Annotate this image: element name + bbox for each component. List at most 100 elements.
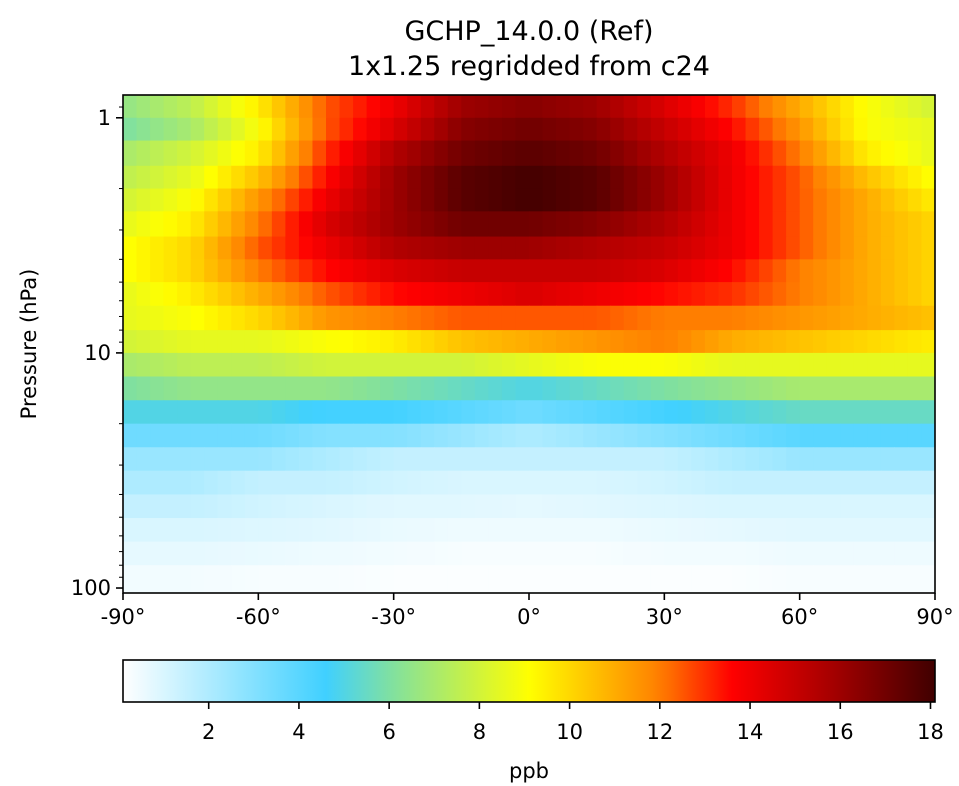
heatmap-cell bbox=[745, 400, 760, 425]
y-tick-label: 1 bbox=[98, 106, 111, 130]
heatmap-cell bbox=[894, 305, 909, 331]
heatmap-cell bbox=[880, 211, 895, 238]
heatmap-cell bbox=[271, 541, 286, 566]
heatmap-cell bbox=[515, 352, 530, 378]
heatmap-cell bbox=[650, 565, 665, 593]
heatmap-cell bbox=[136, 400, 151, 425]
heatmap-cell bbox=[732, 117, 747, 142]
heatmap-cell bbox=[285, 305, 300, 331]
heatmap-cell bbox=[542, 470, 557, 496]
heatmap-cell bbox=[677, 188, 692, 212]
heatmap-cell bbox=[583, 376, 598, 401]
colorbar-tick-label: 8 bbox=[473, 720, 486, 744]
heatmap-cell bbox=[407, 518, 422, 543]
heatmap-cell bbox=[312, 282, 327, 307]
heatmap-cell bbox=[867, 518, 882, 543]
heatmap-cell bbox=[826, 470, 841, 496]
heatmap-cell bbox=[907, 376, 923, 401]
heatmap-cell bbox=[204, 494, 219, 519]
heatmap-cell bbox=[650, 330, 665, 354]
heatmap-cell bbox=[123, 541, 138, 566]
heatmap-cell bbox=[339, 565, 354, 593]
heatmap-cell bbox=[393, 330, 408, 354]
heatmap-cell bbox=[813, 305, 828, 331]
heatmap-cell bbox=[258, 236, 273, 260]
heatmap-cell bbox=[380, 211, 395, 238]
heatmap-cell bbox=[258, 117, 273, 142]
heatmap-cell bbox=[231, 117, 246, 142]
heatmap-cell bbox=[150, 211, 165, 238]
heatmap-cell bbox=[813, 494, 828, 519]
heatmap-cell bbox=[840, 518, 855, 543]
heatmap-cell bbox=[529, 400, 544, 425]
heatmap-cell bbox=[501, 541, 517, 566]
heatmap-cell bbox=[312, 352, 327, 378]
heatmap-cell bbox=[474, 140, 489, 167]
heatmap-cell bbox=[271, 330, 286, 354]
heatmap-cell bbox=[718, 282, 733, 307]
heatmap-cell bbox=[596, 376, 611, 401]
heatmap-cell bbox=[772, 541, 787, 566]
heatmap-cell bbox=[312, 117, 327, 142]
heatmap-cell bbox=[732, 470, 747, 496]
heatmap-cell bbox=[732, 423, 747, 448]
heatmap-cell bbox=[366, 211, 381, 238]
heatmap-cell bbox=[786, 236, 801, 260]
heatmap-cell bbox=[150, 470, 165, 496]
heatmap-cell bbox=[163, 541, 178, 566]
heatmap-cell bbox=[271, 282, 286, 307]
heatmap-cell bbox=[664, 236, 679, 260]
heatmap-cell bbox=[163, 330, 178, 354]
heatmap-cell bbox=[150, 188, 165, 212]
heatmap-cell bbox=[488, 236, 503, 260]
heatmap-cell bbox=[150, 236, 165, 260]
heatmap-cell bbox=[556, 140, 571, 167]
heatmap-cell bbox=[704, 494, 720, 519]
heatmap-cell bbox=[217, 165, 232, 190]
heatmap-cell bbox=[907, 236, 923, 260]
y-tick-label: 10 bbox=[84, 341, 111, 365]
heatmap-cell bbox=[420, 282, 435, 307]
heatmap-cell bbox=[488, 305, 503, 331]
heatmap-cell bbox=[231, 259, 246, 283]
heatmap-cell bbox=[190, 95, 205, 119]
heatmap-cell bbox=[488, 565, 503, 593]
heatmap-cell bbox=[447, 236, 462, 260]
heatmap-cell bbox=[759, 236, 774, 260]
heatmap-cell bbox=[204, 165, 219, 190]
heatmap-cell bbox=[326, 470, 341, 496]
heatmap-cell bbox=[745, 188, 760, 212]
heatmap-cell bbox=[772, 376, 787, 401]
heatmap-cell bbox=[745, 140, 760, 167]
heatmap-cell bbox=[366, 282, 381, 307]
heatmap-cell bbox=[691, 423, 706, 448]
heatmap-cell bbox=[867, 236, 882, 260]
heatmap-cell bbox=[447, 565, 462, 593]
heatmap-cell bbox=[704, 117, 720, 142]
heatmap-cell bbox=[258, 518, 273, 543]
heatmap-cell bbox=[583, 565, 598, 593]
heatmap-cell bbox=[826, 117, 841, 142]
heatmap-cell bbox=[434, 376, 449, 401]
heatmap-cell bbox=[501, 423, 517, 448]
heatmap-cell bbox=[786, 518, 801, 543]
heatmap-cell bbox=[217, 188, 232, 212]
heatmap-cell bbox=[637, 211, 652, 238]
heatmap-cell bbox=[501, 211, 517, 238]
heatmap-cell bbox=[718, 565, 733, 593]
heatmap-cell bbox=[366, 165, 381, 190]
heatmap-cell bbox=[732, 95, 747, 119]
heatmap-cell bbox=[583, 494, 598, 519]
heatmap-cell bbox=[474, 165, 489, 190]
heatmap-cell bbox=[163, 494, 178, 519]
heatmap-cell bbox=[596, 494, 611, 519]
heatmap-cell bbox=[772, 211, 787, 238]
heatmap-cell bbox=[556, 305, 571, 331]
heatmap-cell bbox=[380, 236, 395, 260]
heatmap-cell bbox=[921, 376, 935, 401]
heatmap-cell bbox=[921, 423, 935, 448]
heatmap-cell bbox=[420, 400, 435, 425]
colorbar-tick-label: 14 bbox=[737, 720, 764, 744]
heatmap-cell bbox=[623, 352, 638, 378]
heatmap-cell bbox=[542, 565, 557, 593]
